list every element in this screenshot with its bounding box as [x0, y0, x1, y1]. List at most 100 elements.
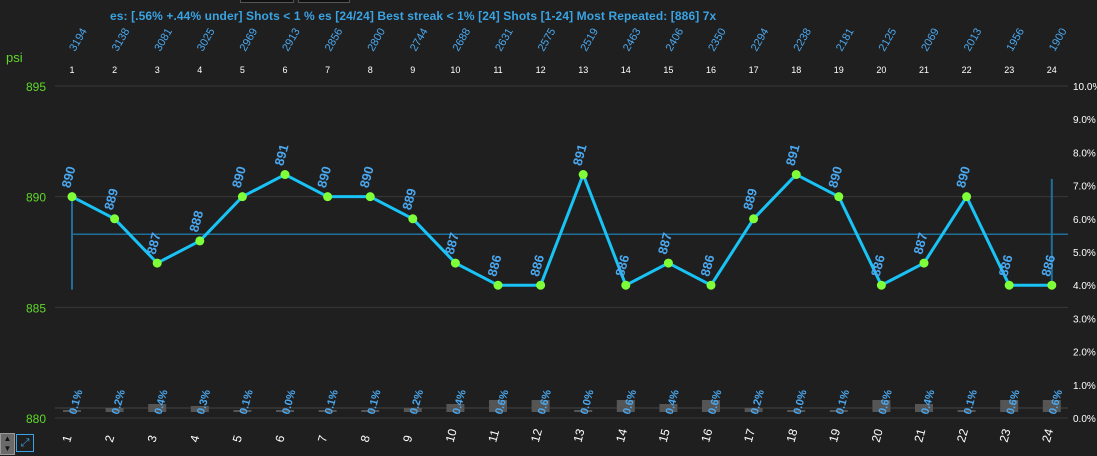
percent-bar [531, 400, 550, 412]
top-label: 2238 [791, 26, 814, 53]
top-label: 2350 [706, 26, 729, 53]
data-label: 886 [1038, 253, 1058, 278]
percent-label: 0.6% [621, 388, 639, 416]
data-point [152, 258, 162, 268]
x-tick-label: 2 [102, 433, 117, 443]
x-tick-label: 18 [784, 427, 801, 444]
data-point [621, 280, 631, 290]
percent-bar [276, 410, 294, 412]
x-tick-label: 1 [59, 433, 74, 443]
x-tick-label: 4 [187, 433, 202, 443]
expand-icon[interactable]: ⤢ [16, 434, 34, 452]
percent-bar [1000, 400, 1019, 412]
shot-number: 5 [240, 65, 245, 75]
percent-bar [659, 404, 678, 412]
percent-label: 0.6% [1005, 388, 1023, 416]
data-point [280, 170, 290, 180]
x-tick-label: 12 [528, 427, 545, 444]
top-label: 3081 [152, 26, 175, 53]
top-label: 2575 [536, 26, 559, 53]
shot-number: 8 [368, 65, 373, 75]
percent-label: 0.4% [919, 388, 937, 416]
top-label: 2688 [451, 26, 474, 53]
top-label: 2406 [664, 26, 687, 53]
percent-bar [872, 400, 891, 412]
top-label: 2069 [919, 26, 942, 53]
shot-number: 12 [536, 65, 546, 75]
data-point [323, 192, 333, 202]
data-label: 890 [58, 165, 78, 190]
x-tick-label: 3 [145, 433, 160, 443]
data-point [195, 236, 205, 246]
top-label: 2913 [280, 26, 303, 53]
percent-label: 0.4% [664, 388, 682, 416]
shot-number: 11 [493, 65, 502, 75]
percent-label: 0.6% [1047, 388, 1065, 416]
top-label: 3025 [195, 26, 218, 53]
data-point [1004, 280, 1014, 290]
data-label: 888 [186, 209, 206, 234]
top-label: 2181 [834, 26, 857, 53]
y2-tick-label: 9.0% [1073, 115, 1096, 126]
top-label: 2969 [238, 26, 261, 53]
scroll-arrows-icon[interactable]: ▲ ▼ [0, 433, 15, 455]
data-point [237, 192, 247, 202]
shot-number: 16 [706, 65, 716, 75]
percent-bar [105, 408, 124, 412]
y2-tick-label: 2.0% [1073, 348, 1096, 359]
data-point [919, 258, 929, 268]
y-tick-label: 885 [26, 301, 46, 315]
x-tick-label: 15 [656, 427, 673, 444]
shot-number: 17 [749, 65, 759, 75]
data-label: 887 [655, 231, 675, 256]
data-label: 891 [783, 142, 803, 167]
percent-label: 0.2% [110, 388, 128, 416]
percent-bar [574, 410, 593, 412]
percent-bar [829, 410, 848, 412]
percent-label: 0.1% [834, 388, 852, 416]
shot-number: 6 [282, 65, 287, 75]
percent-bar [63, 410, 81, 412]
x-tick-label: 17 [741, 427, 758, 444]
stats-summary: es: [.56% +.44% under] Shots < 1 % es [2… [110, 9, 717, 23]
data-label: 891 [271, 142, 291, 167]
percent-label: 0.1% [366, 388, 384, 416]
top-label: 2013 [962, 26, 985, 53]
data-label: 890 [229, 165, 249, 190]
data-point [408, 214, 418, 224]
top-label: 2800 [365, 26, 388, 53]
data-point [749, 214, 759, 224]
percent-label: 0.0% [579, 388, 597, 416]
percent-label: 0.1% [323, 388, 341, 416]
y-tick-label: 890 [26, 191, 46, 205]
percent-bar [318, 410, 337, 412]
data-point [536, 280, 546, 290]
percent-bar [1042, 400, 1061, 412]
top-label: 3194 [67, 26, 90, 53]
percent-bar [233, 410, 252, 412]
top-label: 1900 [1047, 26, 1070, 53]
data-label: 887 [442, 231, 462, 256]
data-point [706, 280, 716, 290]
x-tick-label: 23 [997, 427, 1014, 444]
data-label: 890 [314, 165, 334, 190]
data-point [834, 192, 844, 202]
data-point [493, 280, 503, 290]
data-point [663, 258, 673, 268]
percent-bar [148, 404, 167, 412]
shot-number: 20 [876, 65, 886, 75]
top-label: 2744 [408, 26, 431, 53]
y-tick-label: 880 [26, 412, 46, 426]
percent-label: 0.1% [238, 388, 256, 416]
shot-number: 4 [197, 65, 202, 75]
data-point [791, 170, 801, 180]
data-point [450, 258, 460, 268]
data-point [110, 214, 120, 224]
x-tick-label: 24 [1039, 427, 1056, 444]
percent-bar [446, 404, 465, 412]
x-tick-label: 19 [826, 427, 843, 444]
shot-number: 18 [791, 65, 801, 75]
percent-bar [957, 410, 976, 412]
percent-label: 0.6% [706, 388, 724, 416]
x-tick-label: 7 [315, 433, 330, 443]
